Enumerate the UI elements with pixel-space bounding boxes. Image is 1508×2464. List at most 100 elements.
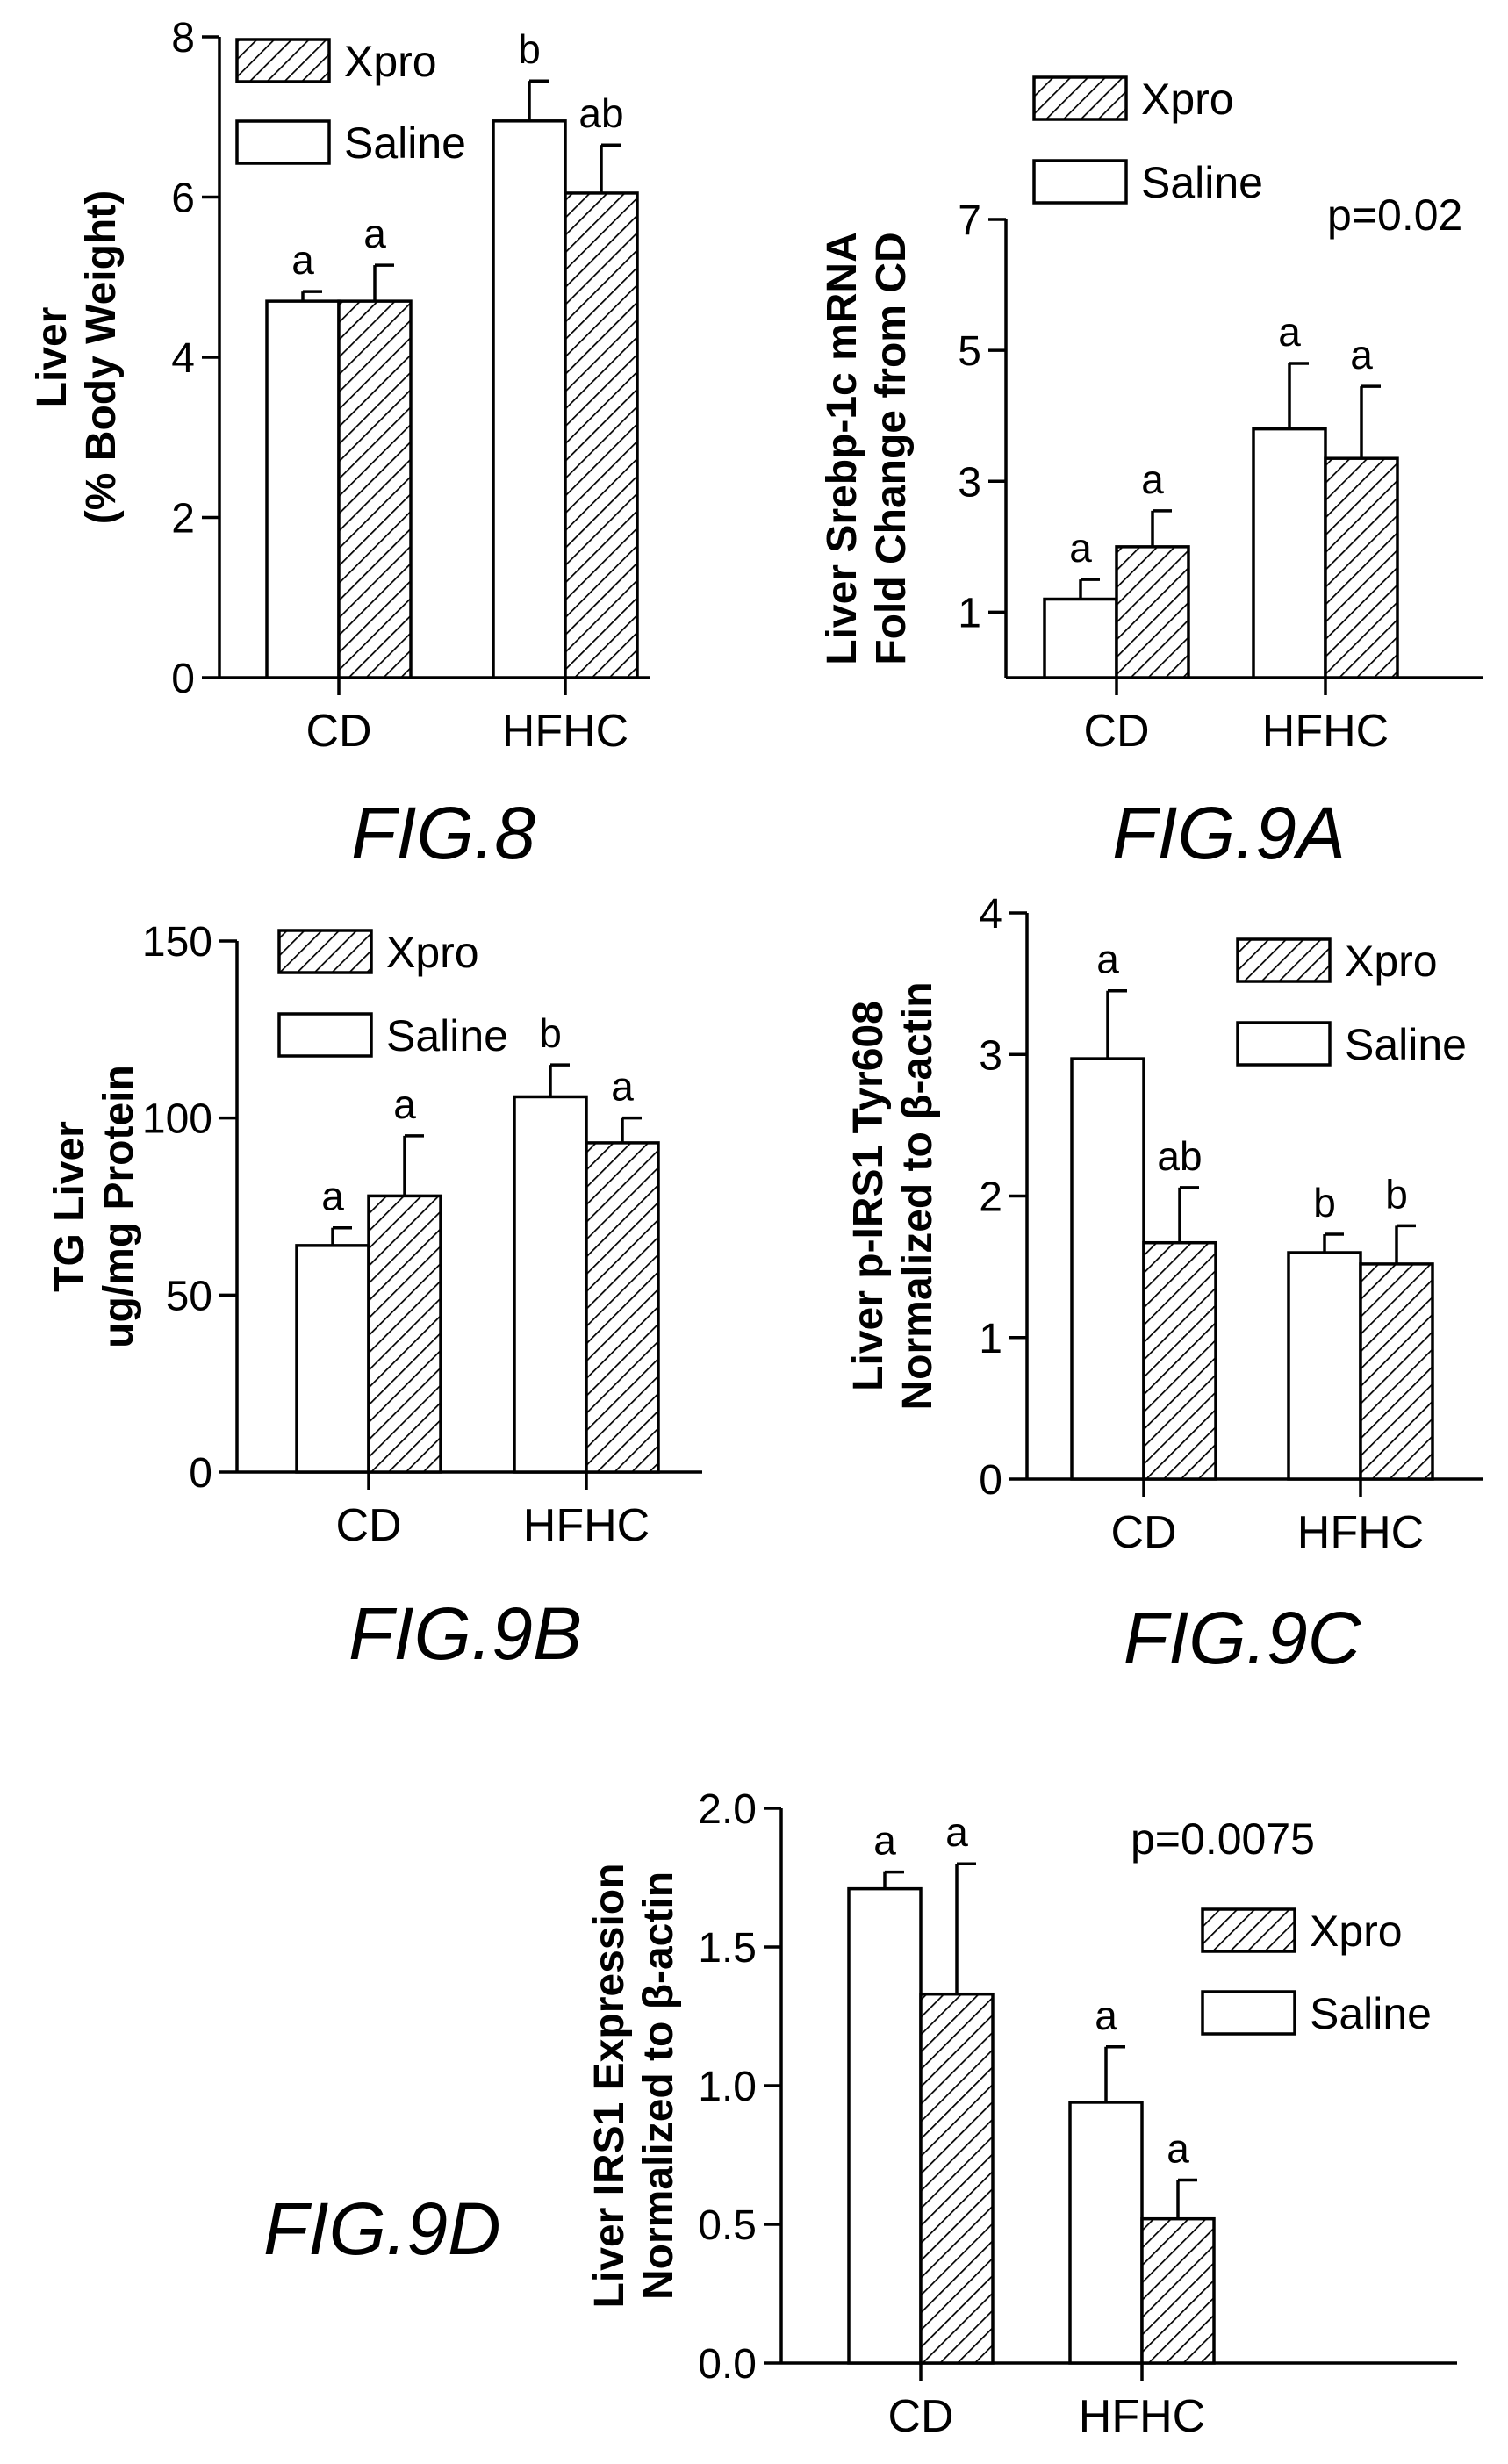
figure-label: FIG.9D — [263, 2187, 501, 2270]
figure-label: FIG.9A — [1112, 792, 1346, 874]
legend-swatch-saline — [1201, 1990, 1296, 2036]
bar-saline — [1068, 2101, 1144, 2365]
y-axis-title: Liver(% Body Weight) — [29, 190, 125, 524]
y-axis-title-line: TG Liver — [47, 1121, 93, 1292]
legend-label-saline: Saline — [1310, 1989, 1432, 2038]
y-axis-title: TG Liverug/mg Protein — [47, 1065, 142, 1348]
y-axis-title-line: Liver Srebp-1c mRNA — [819, 232, 865, 664]
y-axis-title-line: Liver IRS1 Expression — [586, 1864, 633, 2309]
legend-label-xpro: Xpro — [344, 37, 437, 86]
significance-label: b — [539, 1010, 562, 1056]
y-tick-label: 0 — [189, 1450, 212, 1497]
x-tick-label: HFHC — [1079, 2391, 1205, 2442]
y-axis-title-line: Liver — [29, 307, 75, 408]
significance-label: a — [1096, 937, 1119, 982]
legend-swatch-xpro — [1032, 75, 1128, 121]
y-tick-label: 0 — [979, 1457, 1002, 1504]
significance-label: ab — [1157, 1133, 1202, 1179]
significance-label: a — [393, 1081, 416, 1127]
figure-label: FIG.8 — [351, 792, 535, 874]
bar-saline — [1252, 427, 1327, 679]
chart-fig-9a: 1 3 5 7 CD HFHC a a a a Xpro Saline p=0.02 Liver Sreb… — [819, 75, 1483, 874]
y-tick-label: 6 — [171, 176, 195, 222]
y-axis-title: Liver IRS1 ExpressionNormalized to β-act… — [586, 1864, 682, 2309]
y-tick-label: 150 — [142, 919, 212, 966]
p-value-annotation: p=0.02 — [1327, 190, 1462, 240]
bar-saline — [295, 1244, 370, 1474]
significance-label: b — [1313, 1180, 1336, 1225]
significance-label: a — [945, 1809, 968, 1855]
x-tick-label: CD — [1083, 706, 1149, 757]
p-value-annotation: p=0.0075 — [1131, 1814, 1315, 1864]
bar-saline — [1070, 1057, 1145, 1481]
y-axis-title: Liver Srebp-1c mRNAFold Change from CD — [819, 232, 915, 664]
figure-label: FIG.9C — [1124, 1597, 1362, 1679]
y-tick-label: 7 — [958, 198, 981, 244]
y-axis-title-line: Normalized to β-actin — [636, 1871, 682, 2300]
legend-swatch-saline — [1032, 159, 1128, 205]
significance-label: a — [611, 1064, 634, 1110]
y-tick-label: 3 — [979, 1032, 1002, 1079]
significance-label: a — [363, 211, 386, 256]
y-tick-label: 5 — [958, 328, 981, 375]
significance-label: ab — [578, 90, 623, 136]
x-tick-label: CD — [305, 706, 371, 757]
bar-xpro — [585, 1141, 660, 1474]
legend-label-saline: Saline — [344, 119, 466, 168]
y-tick-label: 1 — [979, 1316, 1002, 1362]
y-axis-title-line: Fold Change from CD — [868, 232, 915, 664]
legend-swatch-xpro — [235, 38, 331, 83]
bar-saline — [492, 119, 567, 679]
significance-label: a — [321, 1174, 344, 1219]
y-tick-label: 2 — [979, 1175, 1002, 1221]
x-tick-label: HFHC — [1262, 706, 1389, 757]
bar-saline — [1287, 1251, 1362, 1481]
bar-xpro — [367, 1194, 442, 1474]
legend-label-saline: Saline — [1345, 1020, 1467, 1069]
y-tick-label: 0 — [171, 656, 195, 702]
bar-xpro — [1359, 1262, 1434, 1481]
significance-label: a — [873, 1818, 896, 1864]
bar-xpro — [1324, 456, 1399, 679]
legend-label-xpro: Xpro — [1310, 1907, 1403, 1956]
legend-label-xpro: Xpro — [1141, 75, 1234, 124]
y-axis-title-line: (% Body Weight) — [78, 190, 125, 524]
y-tick-label: 1.0 — [698, 2064, 757, 2110]
bar-xpro — [337, 299, 413, 679]
x-tick-label: CD — [335, 1500, 401, 1551]
bar-saline — [265, 299, 341, 679]
y-tick-label: 0.5 — [698, 2202, 757, 2249]
y-axis-title-line: ug/mg Protein — [96, 1065, 142, 1348]
significance-label: a — [1141, 456, 1164, 502]
bar-xpro — [1142, 1240, 1217, 1481]
y-tick-label: 2.0 — [698, 1786, 757, 1833]
x-tick-label: HFHC — [1297, 1507, 1424, 1558]
y-tick-label: 1 — [958, 590, 981, 636]
y-axis-title: Liver p-IRS1 Tyr608Normalized to β-actin — [845, 981, 941, 1410]
legend-swatch-xpro — [277, 929, 373, 974]
y-tick-label: 8 — [171, 15, 195, 61]
significance-label: a — [1278, 309, 1301, 355]
significance-label: a — [1350, 332, 1373, 377]
bar-xpro — [1140, 2216, 1216, 2365]
chart-fig-9b: 0 50 100 150 CD HFHC a b a a Xpro Saline TG Liverug/… — [47, 919, 702, 1675]
y-tick-label: 3 — [958, 459, 981, 506]
y-tick-label: 4 — [171, 335, 195, 382]
y-tick-label: 50 — [166, 1273, 212, 1319]
significance-label: a — [291, 237, 314, 283]
significance-label: a — [1167, 2125, 1189, 2171]
significance-label: b — [518, 26, 541, 72]
legend-swatch-xpro — [1201, 1907, 1296, 1953]
y-tick-label: 4 — [979, 891, 1002, 937]
legend-swatch-xpro — [1236, 937, 1332, 983]
bar-xpro — [1115, 545, 1190, 679]
significance-label: a — [1095, 1993, 1117, 2038]
legend-label-saline: Saline — [1141, 158, 1263, 207]
legend-label-xpro: Xpro — [1345, 937, 1438, 986]
bar-saline — [847, 1886, 923, 2365]
x-tick-label: HFHC — [502, 706, 628, 757]
